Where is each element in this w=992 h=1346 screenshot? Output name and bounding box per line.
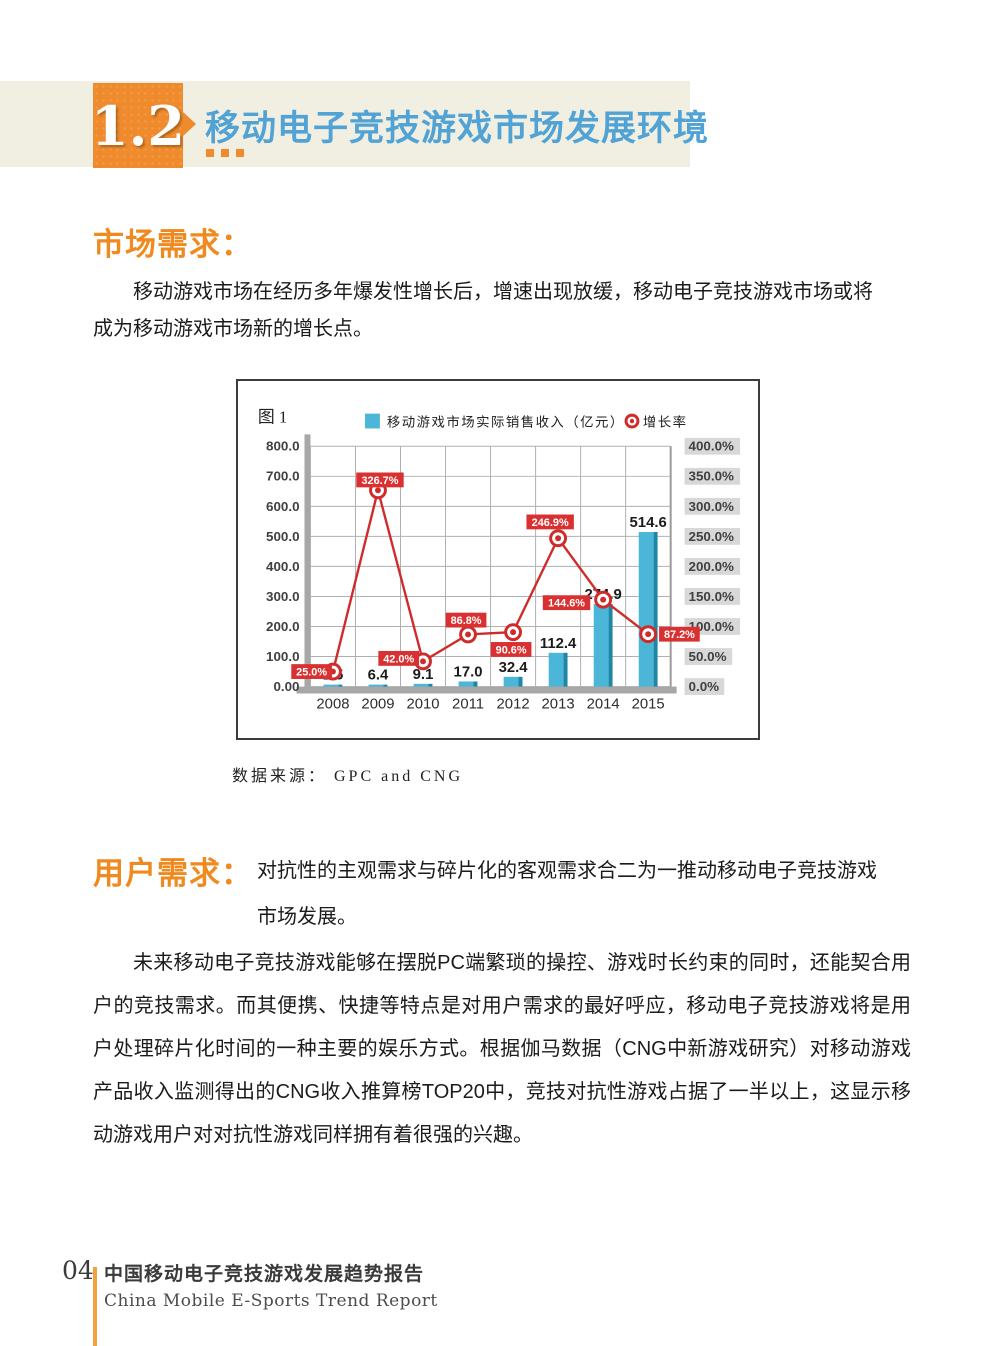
- market-demand-heading: 市场需求：: [93, 227, 253, 262]
- footer-report-title-en: China Mobile E-Sports Trend Report: [104, 1291, 438, 1311]
- svg-text:2015: 2015: [632, 696, 665, 712]
- svg-text:326.7%: 326.7%: [361, 475, 398, 487]
- user-demand-heading: 用户需求：: [93, 856, 253, 891]
- svg-text:100.0%: 100.0%: [689, 619, 735, 634]
- svg-text:6.4: 6.4: [368, 668, 389, 684]
- section-title: 移动电子竞技游戏市场发展环境: [205, 109, 710, 148]
- svg-text:514.6: 514.6: [630, 515, 667, 531]
- svg-text:9.1: 9.1: [413, 667, 434, 683]
- footer-report-title-cn: 中国移动电子竞技游戏发展趋势报告: [104, 1264, 425, 1285]
- svg-text:图 1: 图 1: [258, 408, 288, 427]
- svg-text:400.0%: 400.0%: [689, 439, 735, 454]
- svg-text:17.0: 17.0: [454, 665, 483, 681]
- svg-text:200.0%: 200.0%: [689, 559, 735, 574]
- svg-text:100.0: 100.0: [266, 649, 299, 664]
- user-demand-paragraph: 未来移动电子竞技游戏能够在摆脱PC端繁琐的操控、游戏时长约束的同时，还能契合用户…: [93, 952, 911, 1146]
- svg-text:2013: 2013: [542, 696, 575, 712]
- market-demand-paragraph: 移动游戏市场在经历多年爆发性增长后，增速出现放缓，移动电子竞技游戏市场或将成为移…: [93, 281, 873, 340]
- svg-text:0.0%: 0.0%: [689, 679, 720, 694]
- svg-text:2011: 2011: [452, 696, 484, 712]
- svg-text:50.0%: 50.0%: [689, 649, 727, 664]
- svg-text:600.0: 600.0: [266, 499, 299, 514]
- svg-text:144.6%: 144.6%: [548, 598, 585, 610]
- svg-text:200.0: 200.0: [266, 619, 299, 634]
- footer-divider: [93, 1267, 97, 1346]
- svg-text:2014: 2014: [587, 696, 620, 712]
- svg-text:90.6%: 90.6%: [496, 644, 527, 656]
- user-demand-intro: 对抗性的主观需求与碎片化的客观需求合二为一推动移动电子竞技游戏市场发展。: [257, 860, 877, 928]
- svg-text:350.0%: 350.0%: [689, 469, 735, 484]
- svg-text:112.4: 112.4: [540, 636, 577, 652]
- svg-text:移动游戏市场实际销售收入（亿元）: 移动游戏市场实际销售收入（亿元）: [387, 414, 625, 430]
- svg-text:87.2%: 87.2%: [664, 629, 695, 641]
- svg-text:300.0: 300.0: [266, 589, 299, 604]
- section-number: 1.2: [91, 93, 185, 158]
- svg-text:2009: 2009: [361, 696, 394, 712]
- svg-text:246.9%: 246.9%: [532, 517, 569, 529]
- figure1-chart: 800.0 700.0 600.0 500.0 400.0 300.0 200.0 100.0…: [236, 379, 760, 740]
- chart-canvas: 800.0 700.0 600.0 500.0 400.0 300.0 200.0 100.0…: [258, 408, 741, 712]
- svg-text:2010: 2010: [406, 696, 439, 712]
- svg-text:增长率: 增长率: [643, 414, 688, 430]
- svg-text:42.0%: 42.0%: [383, 653, 414, 665]
- svg-text:300.0%: 300.0%: [689, 499, 735, 514]
- svg-text:25.0%: 25.0%: [296, 667, 327, 679]
- svg-text:86.8%: 86.8%: [451, 615, 482, 627]
- svg-text:150.0%: 150.0%: [689, 589, 735, 604]
- badge-arrow-icon: [183, 112, 196, 136]
- svg-text:700.0: 700.0: [266, 469, 299, 484]
- svg-text:800.0: 800.0: [266, 439, 299, 454]
- svg-text:500.0: 500.0: [266, 529, 299, 544]
- figure-source: 数据来源： GPC and CNG: [232, 768, 464, 785]
- svg-text:32.4: 32.4: [499, 660, 529, 676]
- section-number-badge: 1.2: [91, 83, 185, 168]
- title-dots-icon: [206, 149, 244, 157]
- svg-text:0.00: 0.00: [273, 679, 299, 694]
- svg-text:250.0%: 250.0%: [689, 529, 735, 544]
- svg-text:400.0: 400.0: [266, 559, 299, 574]
- page-number: 04: [62, 1256, 94, 1285]
- svg-text:2008: 2008: [316, 696, 349, 712]
- svg-text:2012: 2012: [497, 696, 530, 712]
